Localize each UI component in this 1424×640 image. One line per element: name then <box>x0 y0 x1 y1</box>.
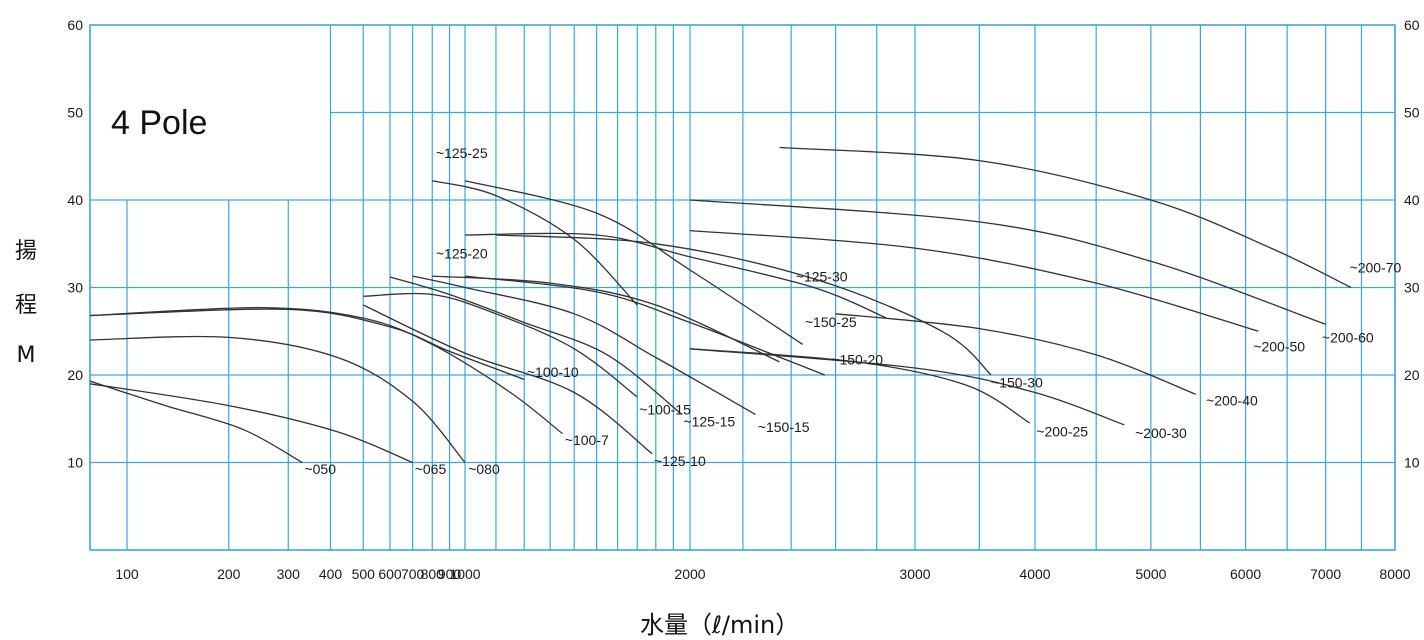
curve-125-25 <box>432 180 638 306</box>
curve-065 <box>89 383 413 464</box>
curve-150-20 <box>464 275 826 376</box>
y-tick-label-right: 40 <box>1404 192 1420 208</box>
curve-125-30 <box>464 232 887 319</box>
x-tick-label: 600 <box>378 566 402 582</box>
x-tick-label: 8000 <box>1379 566 1410 582</box>
x-tick-label: 2000 <box>674 566 705 582</box>
y-axis-label-line: M <box>17 343 36 368</box>
chart-title-box: 4 Pole <box>96 94 236 158</box>
curve-100-15 <box>363 292 638 398</box>
x-tick-label: 800 <box>421 566 445 582</box>
x-tick-label: 500 <box>352 566 376 582</box>
x-tick-label: 4000 <box>1019 566 1050 582</box>
y-tick-label-right: 60 <box>1404 17 1420 33</box>
y-axis-label-line: 揚 <box>15 239 37 264</box>
curve-200-25 <box>689 348 1031 424</box>
x-tick-label: 100 <box>115 566 139 582</box>
curve-150-30 <box>495 234 992 376</box>
y-tick-label-right: 30 <box>1404 280 1420 296</box>
curve-200-30 <box>689 348 1125 426</box>
y-axis-label: 揚程M <box>15 239 37 368</box>
curve-label-200-40: ~200-40 <box>1206 393 1258 409</box>
x-tick-label: 1000 <box>449 566 480 582</box>
curve-150-25 <box>464 180 803 345</box>
y-tick-label: 30 <box>67 280 83 296</box>
chart-title: 4 Pole <box>111 104 207 142</box>
curve-label-200-50: ~200-50 <box>1253 338 1305 354</box>
y-tick-label: 60 <box>67 17 83 33</box>
curve-labels: ~050 ~065 ~080~100-7~100-10~125-10~100-15~… <box>304 145 1401 477</box>
curve-label-150-25: ~150-25 <box>805 314 857 330</box>
curve-125-10 <box>363 304 653 455</box>
curve-label-100-7: ~100-7 <box>565 432 609 448</box>
curve-label-200-70: ~200-70 <box>1350 260 1402 276</box>
curve-200-60 <box>689 199 1326 325</box>
y-tick-label: 50 <box>67 105 83 121</box>
x-axis-label: 水量（ℓ/min） <box>640 611 799 639</box>
curve-label-100-10: ~100-10 <box>527 364 579 380</box>
x-tick-label: 400 <box>319 566 343 582</box>
curve-label-150-15: ~150-15 <box>758 419 810 435</box>
x-tick-label: 300 <box>277 566 301 582</box>
curve-150-15 <box>412 275 756 415</box>
curve-050 <box>89 380 303 464</box>
y-tick-label-right: 20 <box>1404 367 1420 383</box>
curve-label-065: ~065 <box>415 461 447 477</box>
x-tick-label: 6000 <box>1230 566 1261 582</box>
x-tick-label: 7000 <box>1310 566 1341 582</box>
curve-label-125-10: ~125-10 <box>654 453 706 469</box>
curve-label-100-15: ~100-15 <box>639 401 691 417</box>
curve-125-15 <box>389 276 683 415</box>
curve-label-125-30: ~125-30 <box>796 268 848 284</box>
y-tick-label: 10 <box>67 455 83 471</box>
y-tick-label-right: 50 <box>1404 105 1420 121</box>
curve-label-050: ~050 <box>304 461 336 477</box>
curve-200-70 <box>779 146 1352 289</box>
y-axis-label-line: 程 <box>15 293 37 318</box>
y-tick-label: 40 <box>67 192 83 208</box>
curve-125-20 <box>432 275 780 363</box>
x-tick-label: 700 <box>401 566 425 582</box>
curve-label-125-25: ~125-25 <box>436 145 488 161</box>
curve-label-150-30: ~150-30 <box>991 374 1043 390</box>
curves <box>89 146 1352 464</box>
curve-200-40 <box>835 313 1196 395</box>
y-tick-label-right: 10 <box>1404 455 1420 471</box>
x-tick-label: 5000 <box>1135 566 1166 582</box>
x-tick-label: 200 <box>217 566 241 582</box>
curve-label-200-25: ~200-25 <box>1036 423 1088 439</box>
grid <box>89 24 1396 551</box>
curve-label-150-20: ~150-20 <box>831 352 883 368</box>
curve-label-200-30: ~200-30 <box>1135 425 1187 441</box>
curve-label-080: ~080 <box>468 461 500 477</box>
curve-080 <box>89 335 466 463</box>
y-tick-label: 20 <box>67 367 83 383</box>
curve-100-7 <box>89 306 563 435</box>
curve-200-50 <box>689 229 1259 332</box>
curve-100-10 <box>89 308 525 381</box>
curve-label-200-60: ~200-60 <box>1322 330 1374 346</box>
x-tick-label: 900 <box>438 566 462 582</box>
x-tick-label: 3000 <box>899 566 930 582</box>
curve-label-125-15: ~125-15 <box>683 414 735 430</box>
curve-label-125-20: ~125-20 <box>436 246 488 262</box>
